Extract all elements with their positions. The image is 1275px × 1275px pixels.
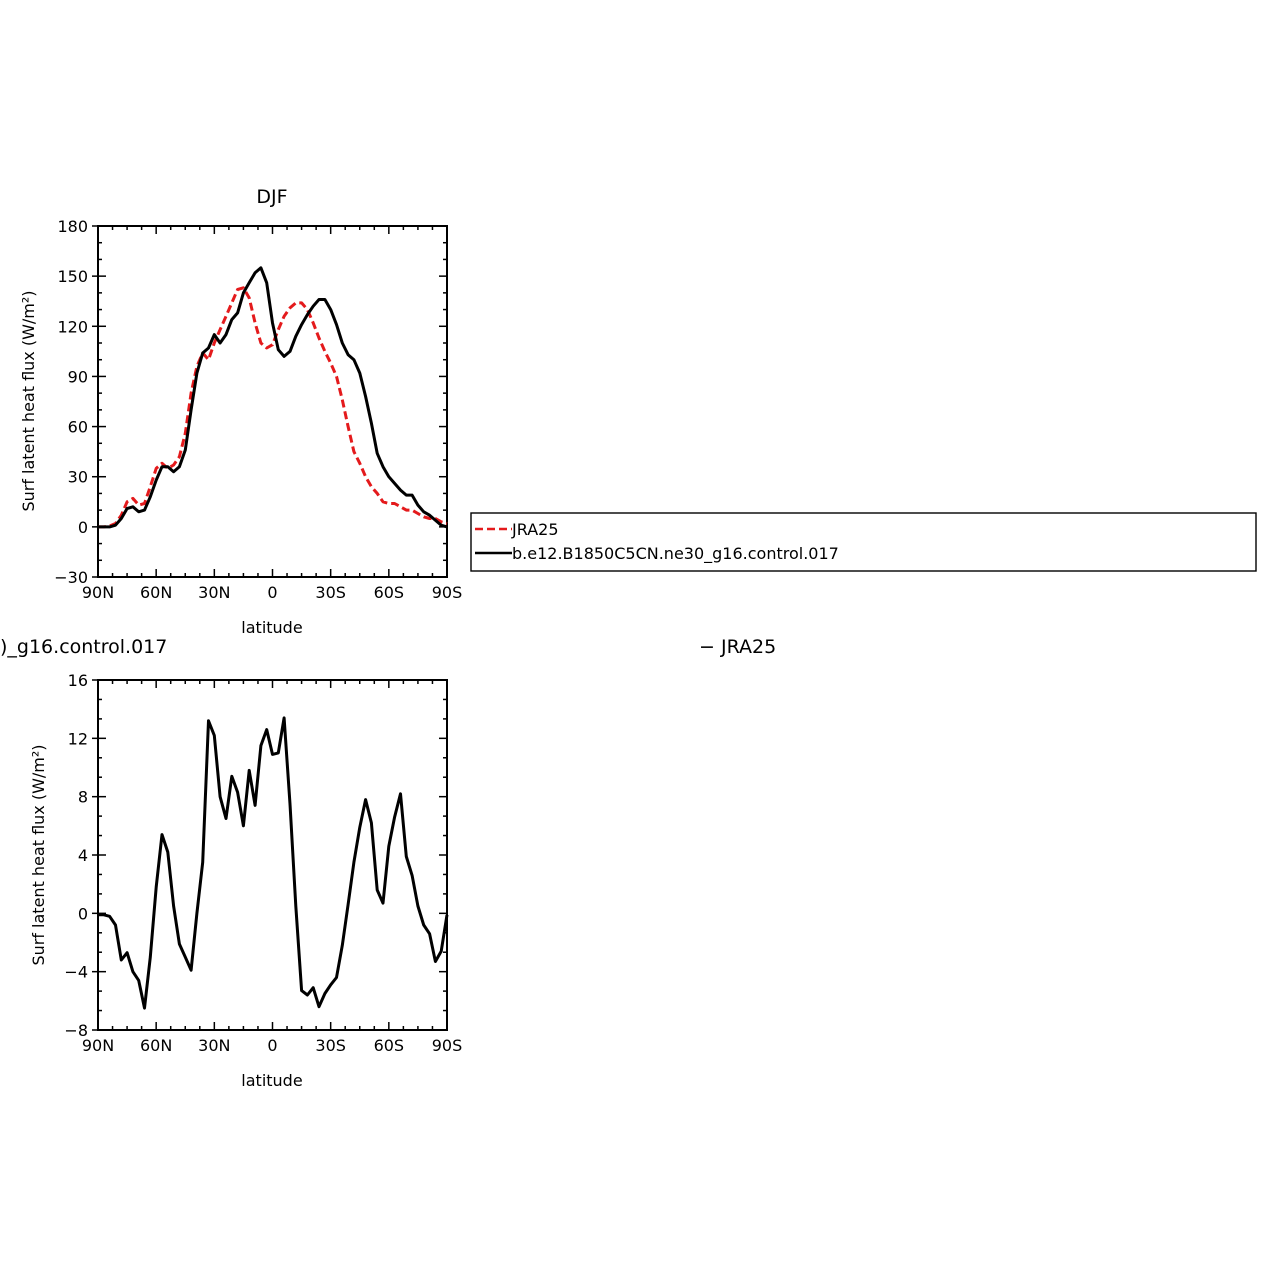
y-tick-label: 60: [68, 418, 88, 437]
x-tick-label: 0: [267, 1036, 277, 1055]
top-panel-x-axis-label: latitude: [241, 618, 302, 637]
x-tick-label: 60S: [374, 1036, 405, 1055]
x-tick-label: 0: [267, 583, 277, 602]
x-tick-label: 60S: [374, 583, 405, 602]
y-tick-label: −30: [54, 568, 88, 587]
legend-label-jra25: JRA25: [511, 520, 559, 539]
y-tick-label: 90: [68, 367, 88, 386]
bottom-panel-plot-area: 90N 60N 30N 0 30S 60S 90S −8 −4 0 4 8 12 16: [64, 671, 462, 1055]
top-panel-title: DJF: [256, 186, 287, 208]
x-tick-label: 30N: [198, 583, 230, 602]
y-tick-label: 12: [68, 729, 88, 748]
y-tick-label: 0: [78, 518, 88, 537]
bottom-panel-title-left: )_g16.control.017: [0, 636, 167, 658]
x-tick-label: 60N: [140, 1036, 172, 1055]
legend-label-control: b.e12.B1850C5CN.ne30_g16.control.017: [512, 544, 839, 564]
top-panel-y-axis-label: Surf latent heat flux (W/m²): [19, 290, 38, 511]
x-tick-label: 30S: [315, 1036, 346, 1055]
y-tick-label: 16: [68, 671, 88, 690]
bottom-panel-x-axis-label: latitude: [241, 1071, 302, 1090]
y-tick-label: −8: [64, 1021, 88, 1040]
bottom-panel-y-axis-label: Surf latent heat flux (W/m²): [29, 744, 48, 965]
legend: JRA25 b.e12.B1850C5CN.ne30_g16.control.0…: [470, 512, 1257, 572]
x-tick-label: 90N: [82, 1036, 114, 1055]
series-line-b-e12-b1850c5cn-ne30-g16-control-017: [98, 266, 448, 529]
x-tick-label: 90N: [82, 583, 114, 602]
y-tick-label: 8: [78, 788, 88, 807]
y-tick-label: 180: [57, 217, 88, 236]
y-tick-label: 120: [57, 317, 88, 336]
bottom-panel-title-right: − JRA25: [699, 636, 776, 658]
x-tick-label: 30N: [198, 1036, 230, 1055]
y-tick-label: −4: [64, 963, 88, 982]
y-tick-label: 4: [78, 846, 88, 865]
x-tick-label: 30S: [315, 583, 346, 602]
top-panel-plot-area: 90N 60N 30N 0 30S 60S 90S −30 0 30 60 90 120 150 180: [54, 217, 462, 602]
x-tick-label: 90S: [432, 1036, 463, 1055]
y-tick-label: 0: [78, 904, 88, 923]
bottom-panel: )_g16.control.017 − JRA25 90N 60N 30N 0 30S 6…: [0, 636, 776, 1090]
panel-0-frame: [97, 225, 448, 578]
top-panel: DJF 90N 60N 30N 0 30S 60S 90S −30 0 30 60 90 120 150 1…: [19, 186, 462, 637]
legend-box: [470, 512, 1257, 572]
panel-1-frame: [97, 679, 448, 1031]
series-line-jra25: [98, 286, 448, 529]
series-line-difference: [98, 716, 449, 1010]
x-tick-label: 90S: [432, 583, 463, 602]
y-tick-label: 150: [57, 267, 88, 286]
x-tick-label: 60N: [140, 583, 172, 602]
y-tick-label: 30: [68, 468, 88, 487]
